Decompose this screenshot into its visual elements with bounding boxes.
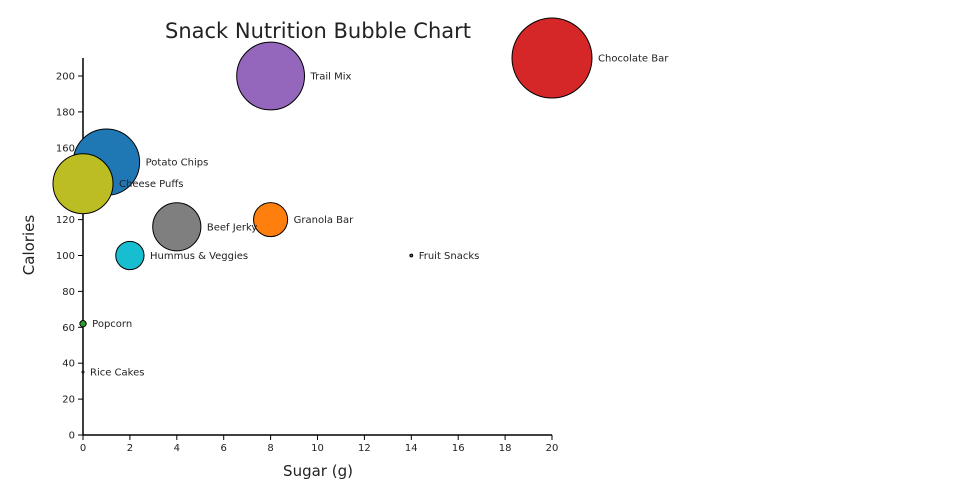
bubble-label: Trail Mix xyxy=(310,72,352,83)
bubble-label: Hummus & Veggies xyxy=(150,251,248,262)
bubble-chocolate-bar[interactable] xyxy=(511,17,593,99)
x-tick-label: 12 xyxy=(358,443,371,454)
bubbles: Chocolate Bar Trail Mix Potato Chips Cheese… xyxy=(52,17,669,379)
x-tick-label: 18 xyxy=(499,443,512,454)
bubble-label: Popcorn xyxy=(92,319,132,330)
bubble-cheese-puffs[interactable] xyxy=(52,153,114,215)
bubble-rice-cakes[interactable] xyxy=(81,370,85,374)
y-tick-label: 0 xyxy=(69,431,75,442)
bubble-label: Rice Cakes xyxy=(90,368,144,379)
x-tick-label: 6 xyxy=(221,443,227,454)
x-axis-label: Sugar (g) xyxy=(283,462,353,480)
y-tick-label: 60 xyxy=(62,323,75,334)
x-tick-label: 2 xyxy=(127,443,133,454)
y-tick-label: 180 xyxy=(56,107,75,118)
bubble-hummus-veggies[interactable] xyxy=(115,240,145,271)
x-tick-label: 4 xyxy=(174,443,180,454)
bubble-beef-jerky[interactable] xyxy=(152,202,202,252)
y-tick-label: 80 xyxy=(62,287,75,298)
x-tick-label: 10 xyxy=(311,443,324,454)
x-tick-label: 20 xyxy=(546,443,559,454)
x-tick-label: 16 xyxy=(452,443,465,454)
x-tick-label: 8 xyxy=(267,443,273,454)
bubble-label: Potato Chips xyxy=(146,158,209,169)
y-tick-label: 20 xyxy=(62,395,75,406)
y-tick-label: 40 xyxy=(62,359,75,370)
y-tick-label: 200 xyxy=(56,72,75,83)
bubble-fruit-snacks[interactable] xyxy=(409,253,414,258)
bubble-label: Chocolate Bar xyxy=(598,54,669,65)
bubble-trail-mix[interactable] xyxy=(236,41,306,111)
bubble-label: Beef Jerky xyxy=(207,222,258,233)
x-tick-label: 0 xyxy=(80,443,86,454)
y-tick-label: 100 xyxy=(56,251,75,262)
bubble-label: Cheese Puffs xyxy=(119,179,183,190)
bubble-label: Fruit Snacks xyxy=(419,251,480,262)
y-tick-label: 120 xyxy=(56,215,75,226)
bubble-label: Granola Bar xyxy=(294,215,355,226)
x-tick-label: 14 xyxy=(405,443,418,454)
y-axis-label: Calories xyxy=(20,215,38,276)
y-tick-label: 160 xyxy=(56,143,75,154)
bubble-popcorn[interactable] xyxy=(79,320,87,328)
chart-title: Snack Nutrition Bubble Chart xyxy=(165,19,471,43)
bubble-granola-bar[interactable] xyxy=(253,202,289,238)
